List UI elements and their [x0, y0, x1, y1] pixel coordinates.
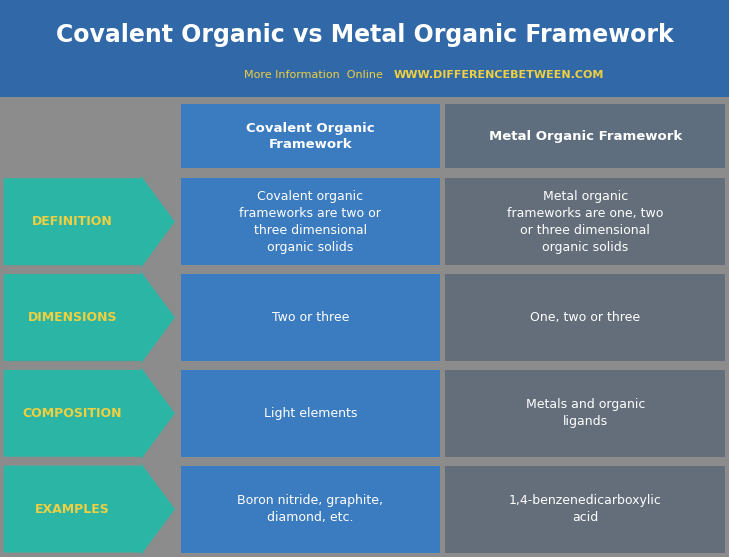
FancyBboxPatch shape: [181, 178, 440, 265]
Polygon shape: [4, 463, 175, 555]
FancyBboxPatch shape: [445, 466, 725, 553]
Text: Two or three: Two or three: [271, 311, 349, 324]
Text: Boron nitride, graphite,
diamond, etc.: Boron nitride, graphite, diamond, etc.: [237, 494, 383, 524]
Text: Light elements: Light elements: [263, 407, 357, 420]
FancyBboxPatch shape: [181, 370, 440, 457]
Text: Covalent Organic
Framework: Covalent Organic Framework: [246, 121, 375, 151]
FancyBboxPatch shape: [445, 104, 725, 168]
Text: Covalent organic
frameworks are two or
three dimensional
organic solids: Covalent organic frameworks are two or t…: [239, 190, 381, 253]
Polygon shape: [4, 367, 175, 460]
Polygon shape: [4, 271, 175, 364]
Text: WWW.DIFFERENCEBETWEEN.COM: WWW.DIFFERENCEBETWEEN.COM: [394, 70, 604, 80]
FancyBboxPatch shape: [181, 104, 440, 168]
Text: COMPOSITION: COMPOSITION: [23, 407, 122, 420]
Text: Metals and organic
ligands: Metals and organic ligands: [526, 398, 645, 428]
Text: DEFINITION: DEFINITION: [32, 215, 112, 228]
FancyBboxPatch shape: [445, 178, 725, 265]
FancyBboxPatch shape: [181, 466, 440, 553]
Text: Metal Organic Framework: Metal Organic Framework: [488, 130, 682, 143]
Text: Metal organic
frameworks are one, two
or three dimensional
organic solids: Metal organic frameworks are one, two or…: [507, 190, 663, 253]
Text: DIMENSIONS: DIMENSIONS: [28, 311, 117, 324]
FancyBboxPatch shape: [445, 370, 725, 457]
Text: 1,4-benzenedicarboxylic
acid: 1,4-benzenedicarboxylic acid: [509, 494, 662, 524]
Text: EXAMPLES: EXAMPLES: [35, 502, 109, 516]
FancyBboxPatch shape: [0, 0, 729, 97]
Text: More Information  Online: More Information Online: [244, 70, 390, 80]
FancyBboxPatch shape: [445, 274, 725, 361]
Polygon shape: [4, 175, 175, 268]
Text: One, two or three: One, two or three: [530, 311, 641, 324]
Text: Covalent Organic vs Metal Organic Framework: Covalent Organic vs Metal Organic Framew…: [55, 22, 674, 47]
FancyBboxPatch shape: [181, 274, 440, 361]
